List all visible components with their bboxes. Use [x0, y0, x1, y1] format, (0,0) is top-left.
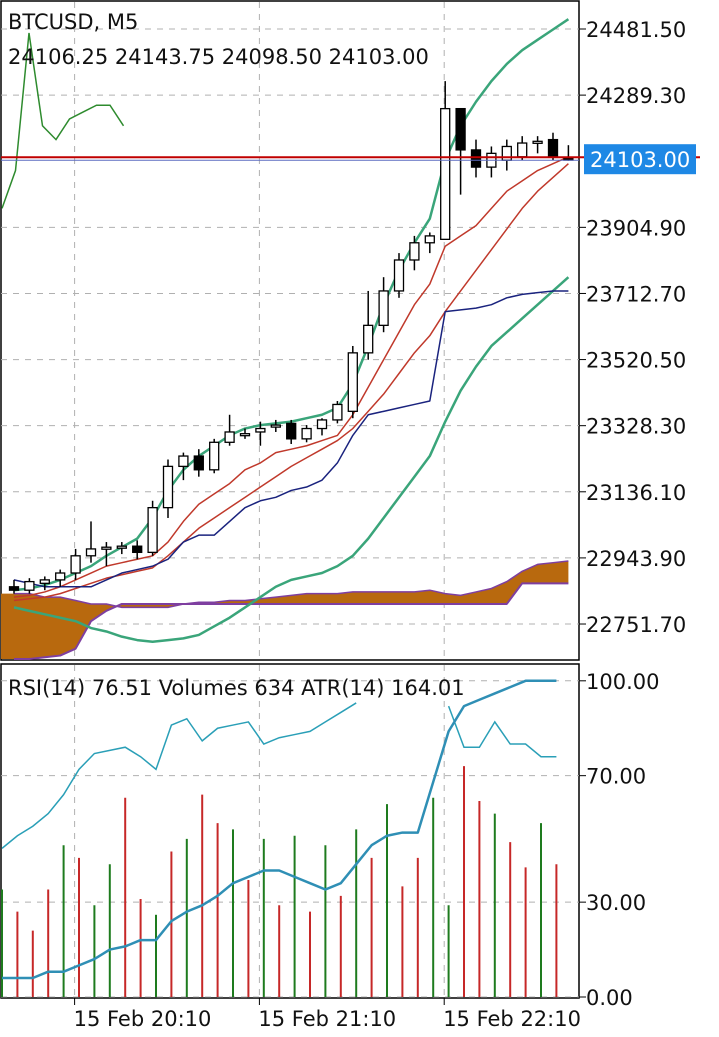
- candle-bearish: [455, 107, 466, 151]
- current-price-tag: 24103.00: [584, 144, 696, 175]
- time-tick-label: 15 Feb 20:10: [74, 1007, 212, 1031]
- kijun-line: [13, 290, 569, 588]
- candle-bearish: [470, 149, 482, 168]
- price-tick-label: 23520.50: [586, 349, 686, 373]
- volume-bars: [1, 766, 558, 997]
- candle-bearish: [547, 138, 559, 158]
- candle-bullish: [55, 572, 66, 581]
- candle-bearish: [8, 586, 20, 591]
- candle-bullish: [517, 142, 528, 158]
- candle-bearish: [193, 455, 204, 471]
- candle-bullish: [85, 548, 97, 557]
- candle-bullish: [532, 140, 543, 144]
- indicator-panel-frame: [0, 663, 580, 999]
- indicator-title: RSI(14) 76.51 Volumes 634 ATR(14) 164.01: [8, 676, 465, 700]
- indicator-tick-label: 70.00: [586, 765, 646, 789]
- rsi-line: [447, 705, 557, 758]
- main-panel-frame: [0, 0, 580, 661]
- rsi-line: [1, 702, 357, 849]
- lagging-span-line: [1, 32, 125, 209]
- cloud-upper-edge: [14, 560, 569, 609]
- candle-bullish: [39, 579, 50, 584]
- moving-average-slow-line: [13, 163, 569, 602]
- candle-bullish: [378, 290, 389, 326]
- candle-bearish: [286, 422, 297, 440]
- ichimoku-cloud: [1, 560, 569, 660]
- candle-bullish: [255, 427, 266, 433]
- time-tick-label: 15 Feb 21:10: [258, 1007, 396, 1031]
- candle-bullish: [440, 107, 451, 240]
- cloud-lower-edge: [14, 582, 569, 660]
- candle-bullish: [347, 352, 358, 412]
- indicator-grid: [1, 665, 579, 998]
- candle-bullish: [409, 242, 420, 261]
- current-price-line: [1, 156, 700, 161]
- candle-bullish: [393, 259, 405, 292]
- indicator-tick-label: 30.00: [586, 891, 646, 915]
- candle-bullish: [70, 555, 81, 574]
- ohlc-values: 24106.25 24143.75 24098.50 24103.00: [8, 45, 429, 69]
- price-axis[interactable]: 24481.50 24289.30 23904.90 23712.70 23520.50…: [579, 18, 686, 637]
- price-tick-label: 22943.90: [586, 547, 686, 571]
- moving-average-fast-line: [13, 156, 569, 598]
- time-tick-label: 15 Feb 22:10: [443, 1007, 581, 1031]
- candle-bullish: [147, 506, 158, 554]
- candle-bullish: [101, 546, 112, 550]
- price-tick-label: 23328.30: [586, 415, 686, 439]
- candle-bullish: [162, 465, 174, 509]
- rsi-atr-lines: [1, 679, 557, 980]
- candle-bullish: [270, 424, 281, 428]
- candle-bullish: [116, 545, 127, 549]
- price-tick-label: 24289.30: [586, 84, 686, 108]
- svg-text:24103.00: 24103.00: [590, 148, 690, 172]
- bollinger-lower-line: [13, 276, 570, 644]
- price-tick-label: 23136.10: [586, 481, 686, 505]
- candle-bullish: [209, 441, 220, 471]
- cloud-area: [1, 560, 569, 659]
- indicator-tick-label: 0.00: [586, 986, 633, 1010]
- price-tick-label: 22751.70: [586, 613, 686, 637]
- candle-bearish: [132, 545, 143, 554]
- candle-bullish: [239, 433, 251, 437]
- candle-bullish: [424, 235, 435, 244]
- candle-bullish: [178, 455, 189, 468]
- candle-bullish: [363, 324, 374, 354]
- symbol-title: BTCUSD, M5: [8, 10, 138, 34]
- candles[interactable]: [8, 81, 574, 594]
- candle-bullish: [332, 403, 343, 421]
- candle-bullish: [24, 580, 35, 591]
- main-grid: [1, 2, 579, 659]
- atr-line: [2, 679, 557, 980]
- candle-bullish: [316, 419, 328, 430]
- candle-bullish: [301, 427, 312, 440]
- price-tick-label: 23712.70: [586, 282, 686, 306]
- candle-bullish: [224, 431, 235, 443]
- price-tick-label: 23904.90: [586, 216, 686, 240]
- indicator-axis: 100.00 70.00 30.00 0.00: [579, 670, 659, 1010]
- price-tick-label: 24481.50: [586, 18, 686, 42]
- indicator-tick-label: 100.00: [586, 670, 659, 694]
- time-axis[interactable]: 15 Feb 20:10 15 Feb 21:10 15 Feb 22:10: [74, 998, 581, 1031]
